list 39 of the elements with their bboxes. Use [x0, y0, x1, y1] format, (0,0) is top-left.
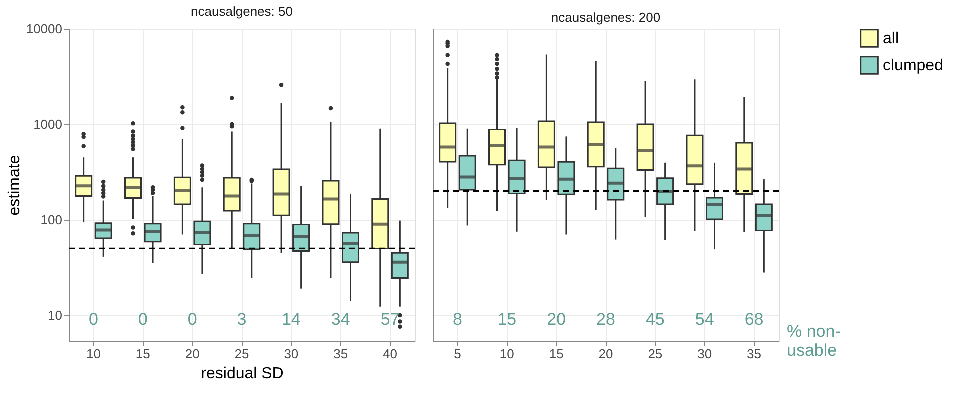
annotation: 54 [695, 310, 714, 329]
annotation: 34 [331, 310, 350, 329]
x-tick-label: 35 [747, 346, 762, 362]
x-tick-label: 30 [698, 346, 712, 362]
annotation: 0 [138, 310, 148, 329]
legend-label: clumped [883, 58, 944, 74]
annotation: 8 [452, 310, 462, 329]
x-tick-label: 10 [500, 346, 514, 362]
y-tick-label: 10 [48, 308, 62, 323]
y-tick-label: 100 [40, 212, 62, 228]
x-tick-label: 10 [86, 346, 101, 362]
annotation: 68 [744, 310, 764, 329]
annotation: 15 [498, 310, 517, 329]
x-tick-label: 30 [284, 346, 299, 362]
text: % non-usable [787, 322, 841, 360]
x-tick-label: 35 [334, 346, 348, 362]
chart-title: ncausalgenes: 200 [551, 10, 661, 25]
annotation: 45 [646, 310, 665, 329]
y-axis-title: estimate [6, 155, 24, 216]
x-axis-title: residual SD [201, 366, 284, 382]
annotation: 20 [547, 310, 566, 329]
legend-label: all [883, 30, 900, 48]
y-tick-label: 1000 [34, 116, 62, 132]
annotation: 3 [237, 310, 247, 329]
annotation: 28 [596, 310, 616, 329]
x-tick-label: 40 [383, 346, 398, 362]
x-tick-label: 25 [648, 346, 663, 362]
x-tick-label: 25 [234, 346, 250, 362]
x-tick-label: 20 [185, 346, 200, 362]
annotation: 0 [88, 310, 98, 329]
annotation: 14 [282, 310, 301, 329]
chart-title: ncausalgenes: 50 [191, 4, 293, 19]
x-tick-label: 20 [598, 346, 614, 362]
x-tick-label: 15 [549, 346, 564, 362]
annotation: 57 [380, 310, 400, 329]
x-tick-label: 15 [136, 346, 150, 362]
y-tick-label: 10000 [26, 22, 62, 36]
annotation: 0 [188, 310, 198, 329]
x-tick-label: 5 [454, 346, 462, 362]
